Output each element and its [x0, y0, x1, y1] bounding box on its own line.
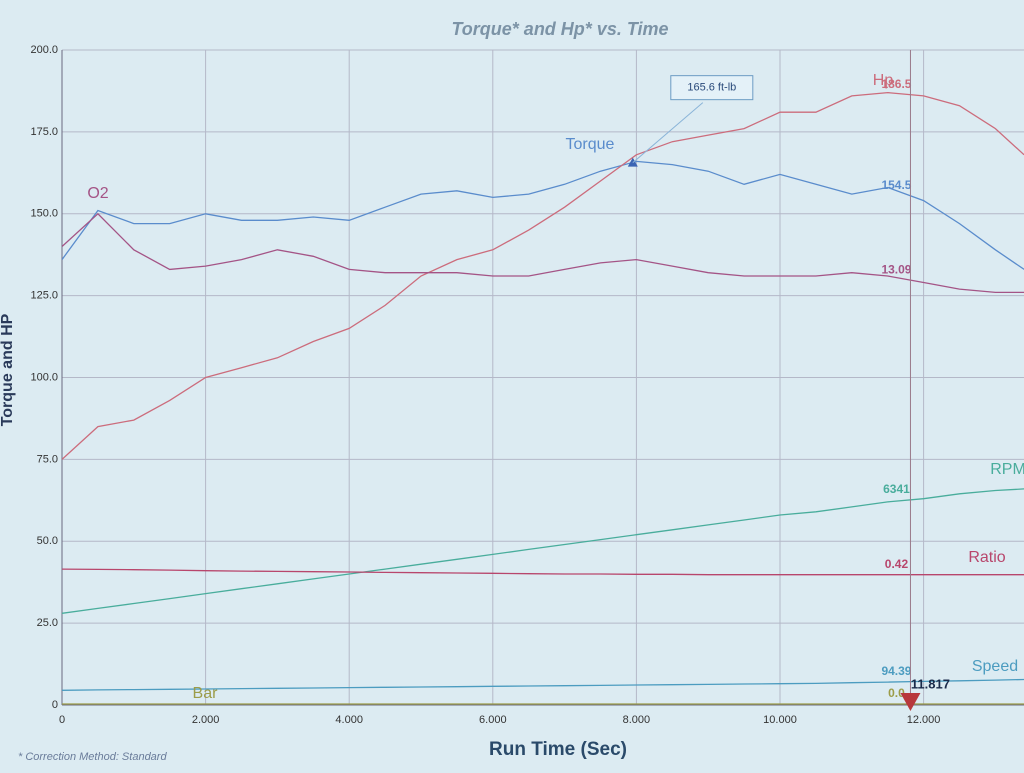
x-tick-label: 6.000	[479, 714, 507, 726]
y-axis-label: Torque and HP	[0, 313, 16, 426]
x-tick-label: 0	[59, 714, 65, 726]
annotation-label: 165.6 ft-lb	[687, 82, 736, 94]
series-label: RPM	[990, 461, 1024, 478]
cursor-marker	[900, 693, 921, 711]
readout-label: 154.5	[881, 178, 911, 192]
readout-label: 0.42	[885, 557, 909, 571]
series-line	[62, 568, 1024, 576]
series-label: O2	[87, 185, 108, 202]
series-line	[62, 212, 1024, 294]
series-line	[62, 488, 1024, 614]
y-tick-label: 50.0	[37, 535, 58, 547]
chart-title: Torque* and Hp* vs. Time	[451, 19, 668, 39]
series-label: Ratio	[968, 549, 1005, 566]
y-tick-label: 100.0	[30, 371, 58, 383]
x-axis-label: Run Time (Sec)	[489, 739, 627, 760]
y-tick-label: 75.0	[37, 453, 58, 465]
y-tick-label: 0	[52, 699, 58, 711]
x-tick-label: 4.000	[335, 714, 363, 726]
y-tick-label: 200.0	[30, 44, 58, 56]
readout-label: 6341	[883, 482, 910, 496]
annotation-leader	[632, 102, 704, 164]
series-line	[62, 678, 1024, 691]
series-label: Hp	[873, 72, 894, 89]
y-tick-label: 150.0	[30, 208, 58, 220]
x-tick-label: 8.000	[623, 714, 651, 726]
readout-label: 13.09	[881, 262, 911, 276]
series-line	[62, 91, 1024, 460]
series-label: Bar	[193, 685, 219, 702]
cursor-label: 11.817	[911, 676, 950, 691]
series-label: Torque	[566, 136, 615, 153]
plot-area	[62, 91, 1024, 705]
series-line	[62, 160, 1024, 270]
x-tick-label: 12.000	[907, 714, 941, 726]
series-label: Speed	[972, 658, 1018, 675]
footnote: * Correction Method: Standard	[18, 751, 167, 763]
y-tick-label: 25.0	[37, 617, 58, 629]
annotation-box	[670, 75, 754, 101]
readout-label: 94.39	[881, 664, 911, 678]
readout-label: 186.5	[881, 77, 911, 91]
y-tick-label: 125.0	[30, 290, 58, 302]
x-tick-label: 2.000	[192, 714, 220, 726]
x-tick-label: 10.000	[763, 714, 797, 726]
readout-label: 0.0	[888, 686, 905, 700]
y-tick-label: 175.0	[30, 126, 58, 138]
